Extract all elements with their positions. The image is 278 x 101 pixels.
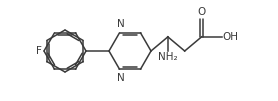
Text: OH: OH [223, 32, 239, 42]
Text: F: F [36, 46, 42, 56]
Text: N: N [117, 73, 124, 83]
Text: N: N [117, 19, 124, 29]
Text: NH₂: NH₂ [158, 52, 178, 62]
Text: O: O [197, 7, 206, 17]
